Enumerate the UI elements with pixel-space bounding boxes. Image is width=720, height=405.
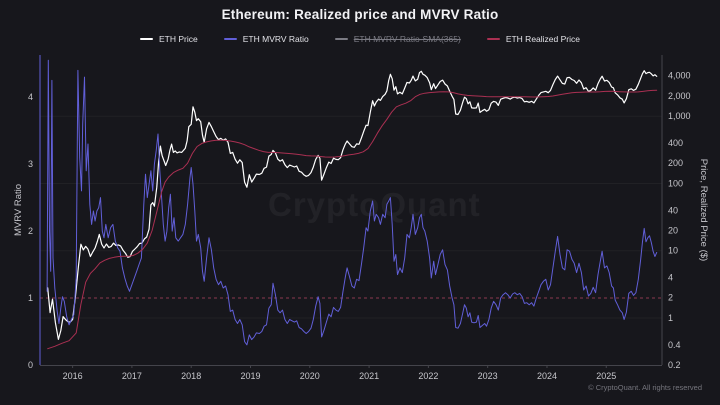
x-axis-tick-label: 2022: [418, 371, 438, 381]
legend-label: ETH MVRV Ratio: [242, 34, 309, 44]
legend-item-eth-price[interactable]: ETH Price: [140, 34, 198, 44]
right-axis-tick-label: 40: [668, 205, 678, 215]
right-axis-tick-label: 200: [668, 158, 683, 168]
left-axis-tick-label: 3: [28, 159, 33, 169]
left-axis-tick-label: 0: [28, 360, 33, 370]
x-axis-tick-label: 2023: [478, 371, 498, 381]
x-axis-tick-label: 2024: [537, 371, 557, 381]
right-axis-tick-label: 10: [668, 246, 678, 256]
eth-mvrv-line-marker-icon: [223, 38, 237, 40]
right-axis-tick-label: 0.4: [668, 340, 681, 350]
copyright-notice: © CryptoQuant. All rights reserved: [588, 383, 702, 392]
right-axis-tick-label: 100: [668, 178, 683, 188]
right-axis-tick-label: 1,000: [668, 111, 691, 121]
legend-item-eth-mvrv-ratio[interactable]: ETH MVRV Ratio: [223, 34, 309, 44]
x-axis-tick-label: 2020: [300, 371, 320, 381]
series-eth-realized-price: [47, 89, 658, 350]
legend-label: ETH Price: [159, 34, 198, 44]
x-axis-tick-label: 2019: [240, 371, 260, 381]
right-axis-tick-label: 400: [668, 138, 683, 148]
right-axis-tick-label: 2: [668, 293, 673, 303]
legend-label: ETH Realized Price: [505, 34, 580, 44]
right-axis-tick-label: 0.2: [668, 360, 681, 370]
series-eth-mvrv-ratio: [46, 59, 658, 346]
right-axis-tick-label: 4,000: [668, 71, 691, 81]
chart-title: Ethereum: Realized price and MVRV Ratio: [221, 7, 499, 22]
eth-price-line-marker-icon: [140, 38, 154, 40]
left-axis-tick-label: 2: [28, 226, 33, 236]
right-axis-tick-label: 2,000: [668, 91, 691, 101]
legend-item-eth-realized-price[interactable]: ETH Realized Price: [486, 34, 580, 44]
right-axis-tick-label: 20: [668, 225, 678, 235]
x-axis-tick-label: 2018: [181, 371, 201, 381]
left-axis-tick-label: 4: [28, 92, 33, 102]
series-eth-price: [47, 70, 658, 340]
legend-item-eth-mvrv-sma[interactable]: ETH MVRV Ratio-SMA(365): [334, 34, 461, 44]
left-axis-tick-label: 1: [28, 293, 33, 303]
right-axis-tick-label: 1: [668, 313, 673, 323]
legend-label: ETH MVRV Ratio-SMA(365): [353, 34, 461, 44]
x-axis-tick-label: 2016: [63, 371, 83, 381]
eth-mvrv-sma-line-marker-icon: [334, 38, 348, 40]
right-axis-tick-label: 4: [668, 273, 673, 283]
x-axis-tick-label: 2021: [359, 371, 379, 381]
eth-realized-line-marker-icon: [486, 38, 500, 40]
x-axis-tick-label: 2025: [596, 371, 616, 381]
x-axis-tick-label: 2017: [122, 371, 142, 381]
legend: ETH Price ETH MVRV Ratio ETH MVRV Ratio-…: [0, 34, 720, 44]
